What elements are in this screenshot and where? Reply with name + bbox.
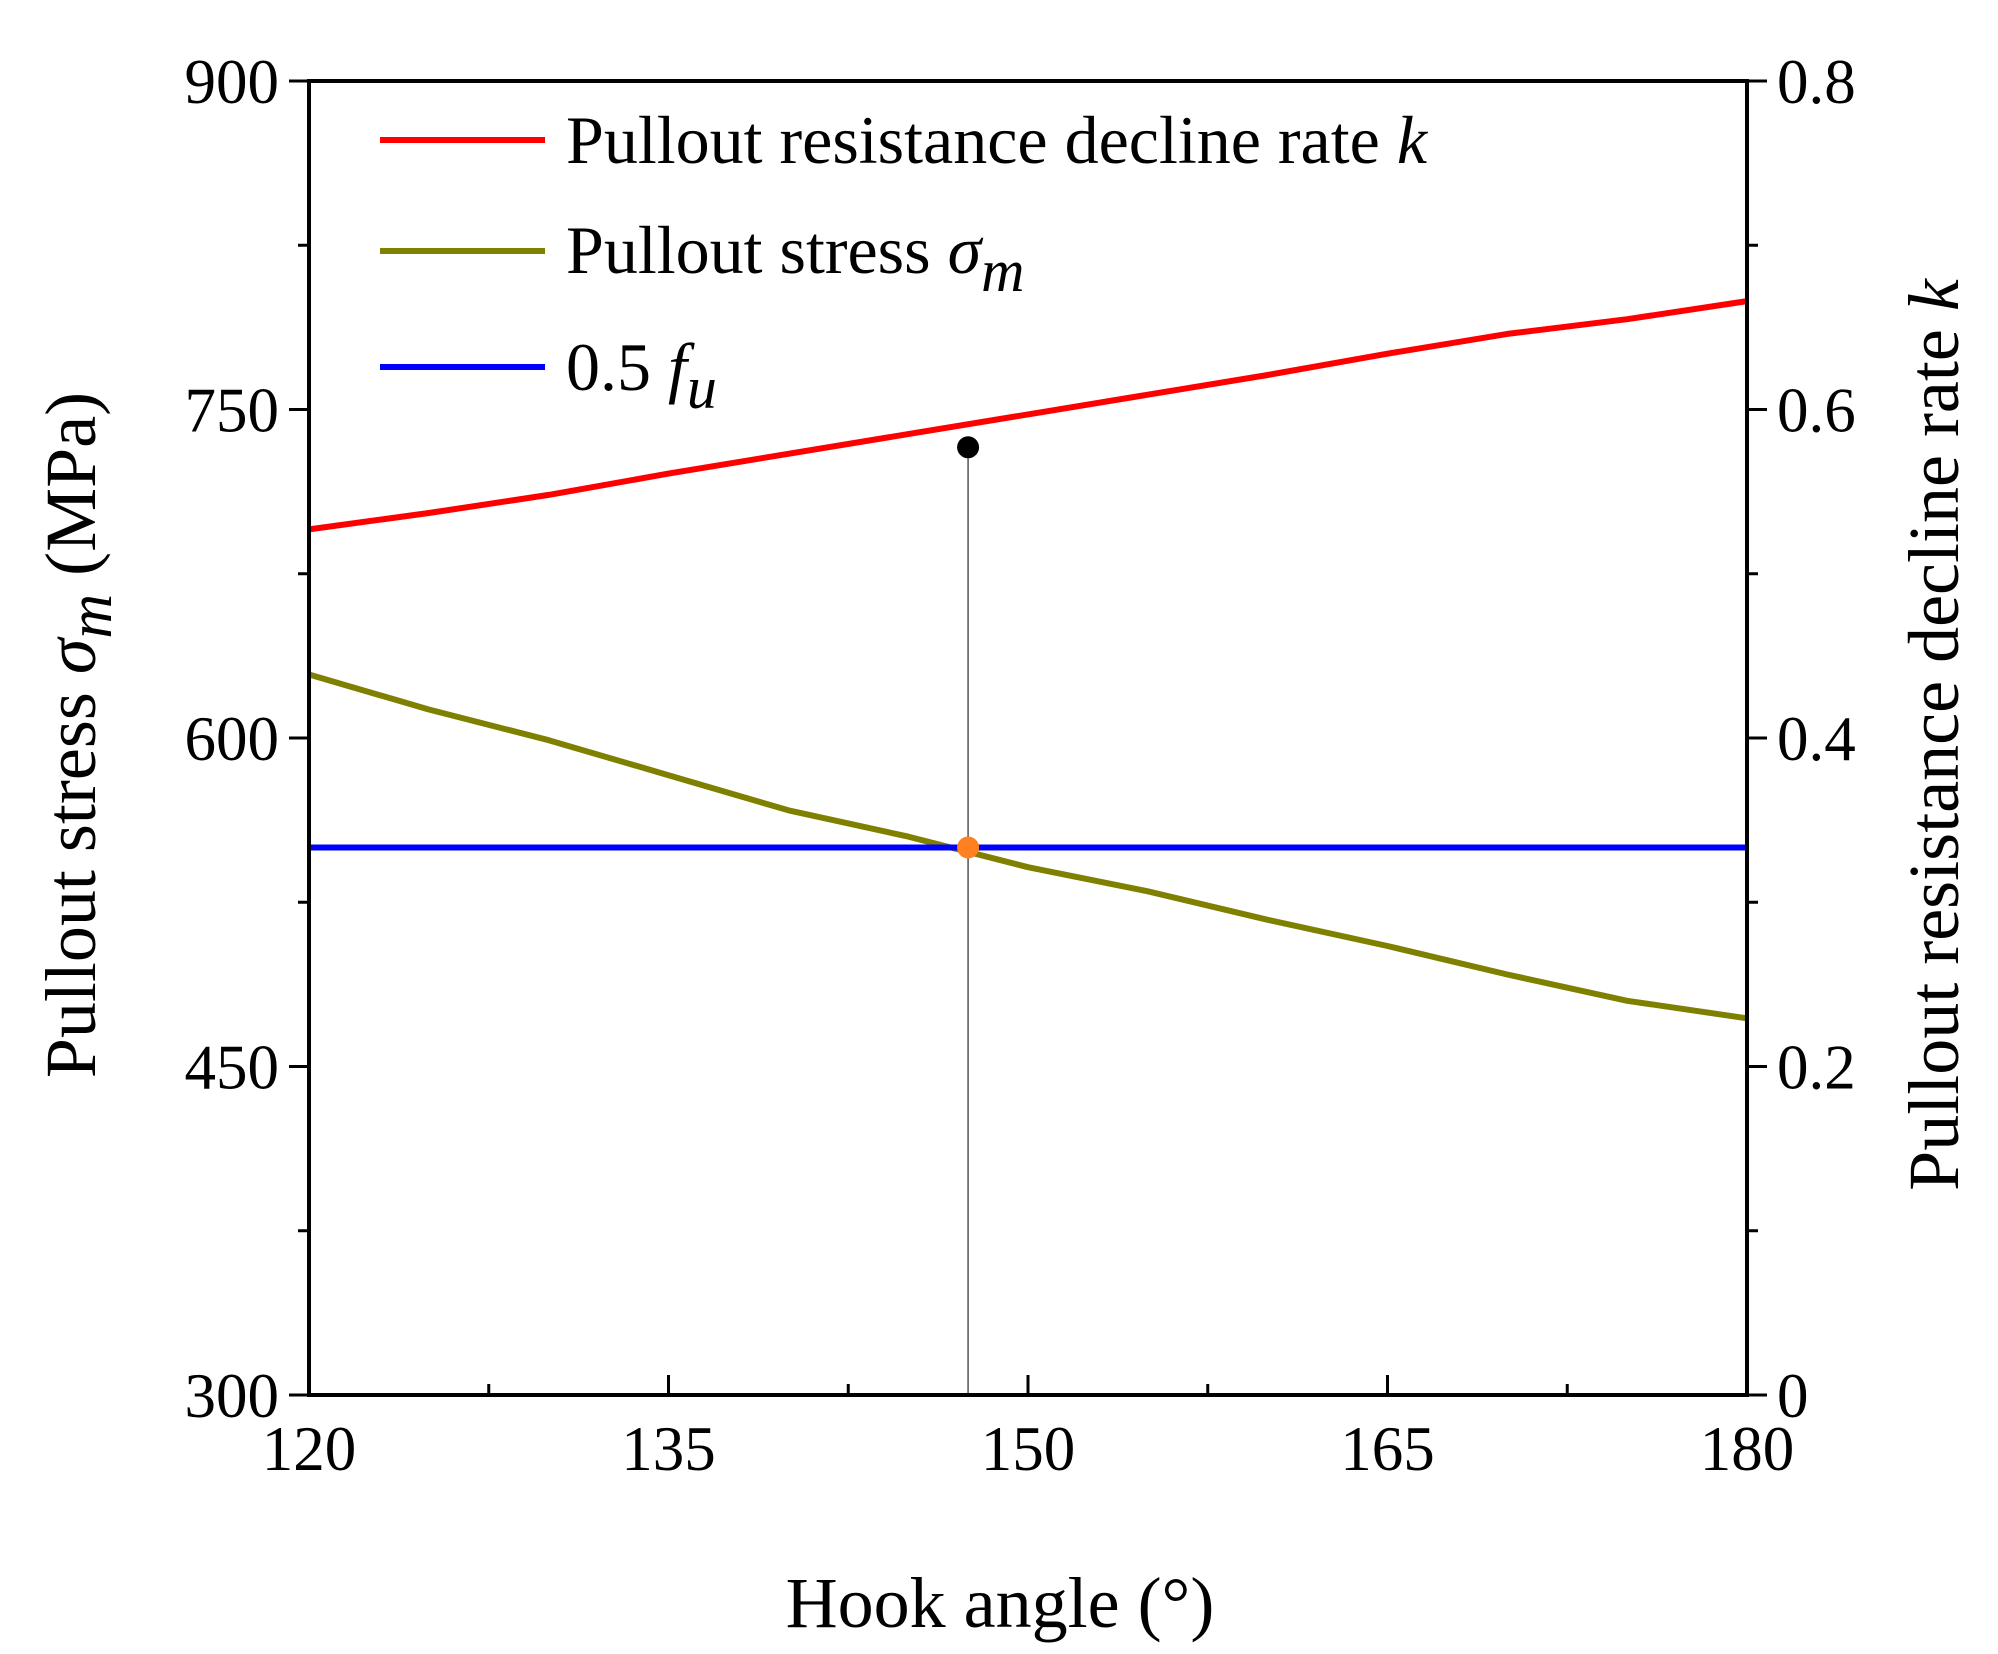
stress-intersection-point [957, 836, 980, 859]
left-axis-title: Pullout stress σm (MPa) [31, 392, 125, 1078]
left-axis-title-text: Pullout stress [31, 674, 111, 1078]
legend-label-fu: 0.5 fu [566, 329, 717, 421]
right-axis-title: Pullout resistance decline rate k [1894, 277, 1974, 1191]
axis-ticks [289, 79, 1767, 1397]
legend-label-stress: Pullout stress σm [566, 212, 1025, 304]
x-tick-label: 165 [1340, 1414, 1435, 1484]
y-right-tick-label: 0 [1777, 1361, 1809, 1431]
x-axis-title: Hook angle (°) [786, 1563, 1215, 1643]
plot-frame [307, 79, 1749, 1397]
legend-label-stress-subscript: m [981, 238, 1024, 304]
legend-label-fu-text: 0.5 [566, 329, 668, 405]
left-axis-title-symbol: σ [31, 636, 111, 674]
legend-label-k: Pullout resistance decline rate k [566, 102, 1429, 178]
x-tick-label: 120 [262, 1414, 357, 1484]
y-left-tick-label: 450 [185, 1033, 280, 1103]
legend-label-stress-text: Pullout stress [566, 212, 948, 288]
right-axis-title-symbol: k [1894, 277, 1974, 311]
legend-label-stress-symbol: σ [948, 212, 984, 288]
legend-label-k-symbol: k [1397, 102, 1429, 178]
k-intersection-point [957, 436, 980, 459]
y-left-tick-label: 900 [185, 47, 280, 117]
series-line-stress [308, 671, 1748, 1022]
tick-labels: 120 135 150 165 180 300 450 600 750 900 0 0.2 0.4 0.6… [185, 47, 1856, 1484]
x-tick-label: 150 [981, 1414, 1076, 1484]
series-line-k [308, 298, 1748, 533]
y-right-tick-label: 0.8 [1777, 47, 1856, 117]
y-left-tick-label: 600 [185, 704, 280, 774]
x-tick-label: 180 [1700, 1414, 1795, 1484]
legend-label-k-text: Pullout resistance decline rate [566, 102, 1397, 178]
y-right-tick-label: 0.2 [1777, 1033, 1856, 1103]
left-axis-title-subscript: m [57, 594, 125, 639]
legend-label-fu-subscript: u [687, 355, 717, 421]
y-left-tick-label: 750 [185, 376, 280, 446]
legend: Pullout resistance decline rate k Pullou… [380, 102, 1429, 421]
y-left-tick-label: 300 [185, 1361, 280, 1431]
y-right-tick-label: 0.6 [1777, 376, 1856, 446]
left-axis-title-unit: (MPa) [31, 392, 111, 594]
x-tick-label: 135 [621, 1414, 716, 1484]
right-axis-title-text: Pullout resistance decline rate [1894, 311, 1974, 1191]
y-right-tick-label: 0.4 [1777, 704, 1856, 774]
plot-area [308, 298, 1748, 1395]
